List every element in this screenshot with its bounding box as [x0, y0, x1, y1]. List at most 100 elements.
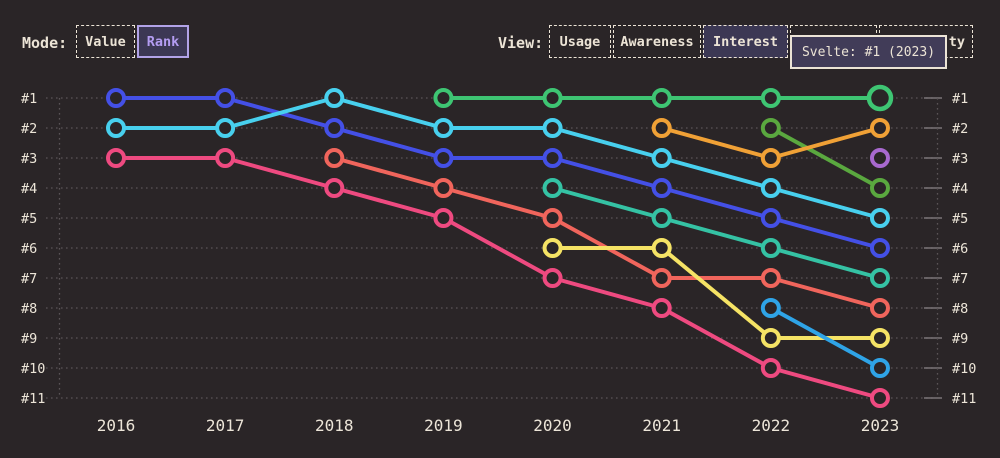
rank-label-left: #11 — [21, 391, 45, 407]
series-line — [332, 156, 882, 310]
series-line — [550, 186, 882, 280]
series-line — [768, 306, 882, 370]
data-point[interactable] — [433, 88, 454, 108]
series-lime-green — [760, 118, 890, 198]
data-point[interactable] — [106, 118, 126, 138]
data-point[interactable] — [542, 88, 563, 108]
data-point[interactable] — [760, 268, 781, 288]
rank-label-right: #5 — [952, 211, 968, 227]
data-point[interactable] — [869, 178, 890, 198]
data-point[interactable] — [760, 148, 781, 168]
data-point[interactable] — [651, 148, 672, 168]
data-point[interactable] — [542, 208, 563, 228]
rank-label-right: #6 — [952, 241, 968, 257]
mode-label: Mode: — [22, 34, 68, 52]
data-point[interactable] — [760, 298, 781, 318]
series-cyan — [106, 88, 890, 228]
data-point[interactable] — [869, 148, 890, 168]
year-label: 2022 — [752, 416, 791, 435]
rank-label-left: #3 — [21, 151, 37, 167]
rank-label-left: #9 — [21, 331, 37, 347]
rank-label-left: #1 — [21, 91, 37, 107]
data-point[interactable] — [542, 148, 563, 168]
data-point[interactable] — [324, 88, 345, 108]
toolbar: Mode: Value Rank View: Usage Awareness I… — [0, 0, 1000, 80]
data-point[interactable] — [433, 148, 454, 168]
view-option-interest[interactable]: Interest — [703, 25, 788, 58]
data-point[interactable] — [760, 178, 781, 198]
rank-label-right: #11 — [952, 391, 976, 407]
data-point[interactable] — [651, 88, 672, 108]
rank-label-left: #2 — [21, 121, 37, 137]
rank-label-right: #3 — [952, 151, 968, 167]
data-point[interactable] — [215, 88, 236, 108]
data-point[interactable] — [215, 148, 236, 168]
data-point[interactable] — [869, 238, 890, 258]
data-point[interactable] — [760, 358, 781, 378]
data-point[interactable] — [215, 118, 236, 138]
data-point[interactable] — [869, 118, 890, 138]
year-label: 2017 — [206, 416, 245, 435]
data-point[interactable] — [542, 238, 563, 258]
year-label: 2016 — [97, 416, 136, 435]
series-sky-blue — [760, 298, 890, 378]
data-point[interactable] — [542, 178, 563, 198]
series-orange — [651, 118, 890, 168]
view-label: View: — [498, 34, 544, 52]
data-point[interactable] — [433, 178, 454, 198]
mode-option-rank[interactable]: Rank — [137, 25, 189, 58]
rank-label-right: #8 — [952, 301, 968, 317]
view-option-awareness[interactable]: Awareness — [613, 25, 701, 58]
year-label: 2020 — [533, 416, 572, 435]
rank-label-right: #4 — [952, 181, 968, 197]
data-point[interactable] — [651, 268, 672, 288]
rank-label-left: #10 — [21, 361, 45, 377]
data-point[interactable] — [324, 178, 345, 198]
data-point[interactable] — [324, 118, 345, 138]
data-point[interactable] — [324, 148, 345, 168]
highlighted-data-point[interactable] — [866, 84, 894, 112]
data-point[interactable] — [869, 358, 890, 378]
series-blue — [106, 88, 890, 258]
rank-label-left: #4 — [21, 181, 37, 197]
year-label: 2018 — [315, 416, 354, 435]
data-point[interactable] — [651, 118, 672, 138]
series-teal — [542, 178, 890, 288]
data-point[interactable] — [651, 238, 672, 258]
series-yellow — [542, 238, 890, 348]
data-point[interactable] — [433, 208, 454, 228]
data-point[interactable] — [760, 328, 781, 348]
data-point[interactable] — [869, 328, 890, 348]
series-line — [114, 96, 882, 250]
data-point[interactable] — [760, 88, 781, 108]
rank-label-left: #8 — [21, 301, 37, 317]
data-point[interactable] — [760, 238, 781, 258]
data-point[interactable] — [106, 88, 126, 108]
data-point[interactable] — [760, 208, 781, 228]
rank-label-right: #7 — [952, 271, 968, 287]
data-point[interactable] — [869, 388, 890, 408]
data-point[interactable] — [760, 118, 781, 138]
series-line — [768, 126, 882, 190]
data-point[interactable] — [542, 268, 563, 288]
data-point[interactable] — [651, 298, 672, 318]
tooltip: Svelte: #1 (2023) — [790, 35, 947, 69]
data-point[interactable] — [869, 208, 890, 228]
rank-label-left: #5 — [21, 211, 37, 227]
data-point[interactable] — [869, 298, 890, 318]
mode-option-value[interactable]: Value — [76, 25, 135, 58]
year-label: 2019 — [424, 416, 463, 435]
rank-label-right: #9 — [952, 331, 968, 347]
data-point[interactable] — [433, 118, 454, 138]
data-point[interactable] — [869, 268, 890, 288]
view-option-usage[interactable]: Usage — [549, 25, 611, 58]
series-Svelte — [433, 84, 894, 112]
rank-label-right: #1 — [952, 91, 968, 107]
data-point[interactable] — [651, 178, 672, 198]
data-point[interactable] — [542, 118, 563, 138]
data-point[interactable] — [651, 208, 672, 228]
data-point[interactable] — [106, 148, 126, 168]
rank-label-left: #7 — [21, 271, 37, 287]
